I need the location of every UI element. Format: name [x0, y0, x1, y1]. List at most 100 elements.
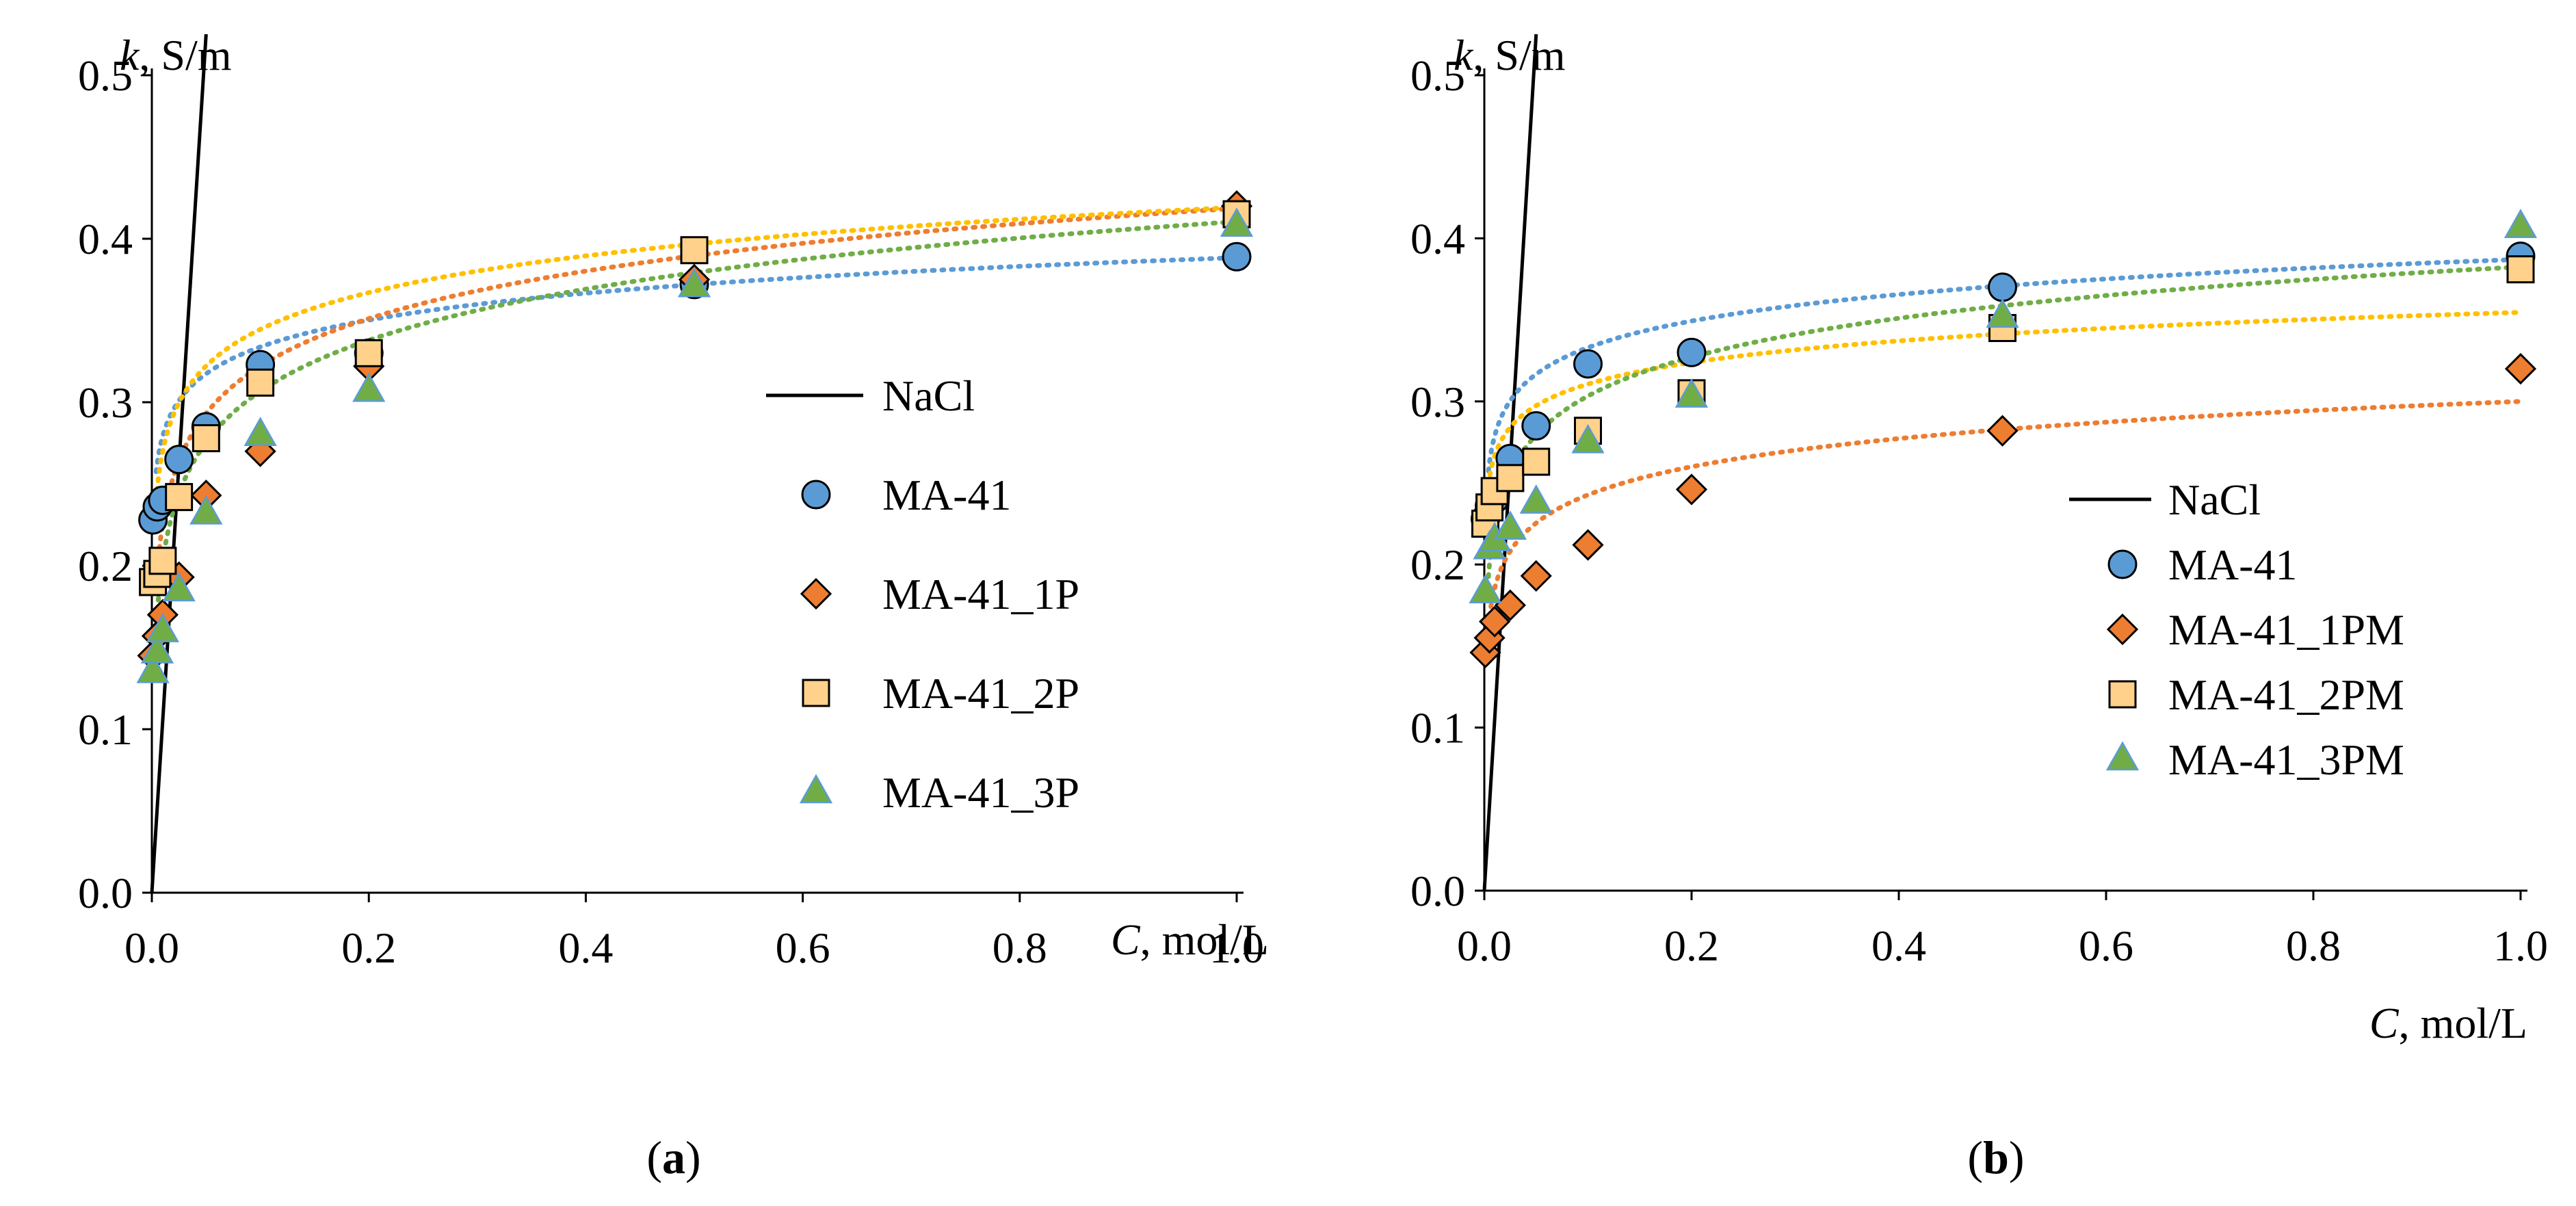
legend: NaCl MA-41 MA-41_1P MA-41_2P MA-41_3P	[766, 371, 1079, 817]
data-point-square	[192, 424, 220, 453]
legend-marker-triangle	[799, 774, 833, 804]
legend-marker-diamond	[800, 577, 832, 610]
x-tick-label: 0.8	[993, 923, 1047, 972]
panel-letter: a	[662, 1131, 685, 1183]
series-ma-41	[1471, 241, 2536, 534]
y-tick-label: 0.0	[78, 869, 133, 917]
x-axis-title: C, mol/L	[2369, 999, 2527, 1047]
data-point-diamond	[1572, 529, 1604, 561]
y-tick-label: 0.2	[78, 542, 133, 590]
data-point-triangle	[1220, 207, 1254, 237]
x-tick-label: 0.2	[1664, 921, 1719, 970]
chart-panel-b: 0.0 0.1 0.2 0.3 0.4 0.5 0.0 0.2 0.4 0.6 0.8 1.0 k, S…	[1410, 31, 2548, 1183]
trendline-ma-41_2p	[153, 205, 1239, 503]
data-point-diamond	[1479, 605, 1511, 638]
data-point-square	[1522, 447, 1551, 476]
data-point-circle	[1988, 272, 2017, 302]
x-axis-unit: , mol/L	[2399, 999, 2527, 1047]
x-tick-label: 1.0	[1209, 923, 1264, 972]
trendline-ma-41_1p	[153, 206, 1239, 589]
data-point-square	[148, 547, 177, 575]
y-tick-label: 0.3	[78, 378, 133, 427]
x-tick-label: 0.4	[558, 923, 613, 972]
data-point-triangle	[677, 267, 711, 298]
legend-label: MA-41_2P	[882, 669, 1079, 718]
legend-label-nacl: NaCl	[882, 371, 975, 420]
x-tick-label: 0.0	[1457, 921, 1512, 970]
legend-label: MA-41_2PM	[2168, 670, 2404, 719]
y-axis-var: k	[120, 31, 140, 79]
data-point-circle	[1521, 411, 1551, 441]
legend-label: MA-41_1P	[882, 570, 1079, 618]
x-tick-label: 0.0	[124, 923, 179, 972]
data-point-square	[246, 368, 275, 397]
trendline-ma-41	[1486, 257, 2523, 473]
y-axis-unit: , S/m	[139, 31, 231, 79]
panel-paren-close: )	[685, 1131, 701, 1183]
legend-marker-square	[802, 679, 830, 707]
data-point-square	[165, 483, 194, 512]
legend-marker-diamond	[2106, 613, 2139, 646]
trendline-ma-41	[153, 255, 1239, 474]
y-tick-label: 0.4	[1410, 214, 1465, 263]
data-point-triangle	[189, 495, 223, 525]
panel-letter: b	[1983, 1131, 2009, 1183]
panel-paren-open: (	[1967, 1131, 1983, 1183]
data-point-triangle	[136, 653, 170, 683]
x-axis-title: C, mol/L	[1111, 915, 1269, 964]
data-point-circle	[164, 445, 194, 475]
series-ma-41_3p	[136, 207, 1254, 683]
data-point-circle	[1573, 349, 1603, 379]
data-point-triangle	[244, 417, 277, 447]
y-axis-var: k	[1454, 31, 1474, 79]
legend-label: MA-41_3PM	[2168, 735, 2404, 784]
data-point-triangle	[1571, 423, 1605, 454]
legend-label: MA-41	[2168, 540, 2297, 589]
y-tick-label: 0.0	[1410, 867, 1465, 915]
x-axis-var: C	[2369, 999, 2400, 1047]
trendline-ma-41_2pm	[1486, 310, 2523, 487]
data-point-square	[680, 236, 709, 265]
data-point-triangle	[1469, 574, 1502, 603]
y-tick-label: 0.1	[78, 705, 133, 754]
panel-paren-open: (	[646, 1131, 662, 1183]
data-point-square	[2506, 255, 2535, 284]
panel-label: (b)	[1967, 1131, 2024, 1183]
legend: NaCl MA-41 MA-41_1PM MA-41_2PM MA-41_3PM	[2069, 475, 2404, 784]
x-tick-label: 0.2	[341, 923, 396, 972]
data-point-circle	[1677, 337, 1707, 367]
series-ma-41_3pm	[1469, 209, 2538, 603]
x-axis-var: C	[1111, 915, 1141, 964]
panel-paren-close: )	[2009, 1131, 2025, 1183]
data-point-diamond	[1494, 589, 1526, 621]
data-point-triangle	[352, 372, 386, 402]
data-point-triangle	[1674, 378, 1709, 408]
data-point-triangle	[1519, 484, 1553, 514]
x-tick-label: 0.6	[2079, 921, 2133, 970]
legend-label: MA-41	[882, 471, 1011, 519]
legend-label: MA-41_1PM	[2168, 605, 2404, 654]
y-tick-label: 0.5	[78, 51, 133, 100]
x-tick-label: 1.0	[2493, 921, 2548, 970]
y-axis-unit: , S/m	[1473, 31, 1565, 79]
series-ma-41_1pm	[1469, 352, 2537, 669]
legend-label-nacl: NaCl	[2168, 475, 2261, 524]
y-tick-label: 0.4	[78, 215, 133, 263]
x-tick-label: 0.6	[776, 923, 830, 972]
y-tick-label: 0.5	[1410, 51, 1465, 100]
data-point-circle	[1222, 241, 1252, 272]
data-point-triangle	[162, 572, 196, 602]
data-point-diamond	[1520, 560, 1552, 592]
legend-marker-triangle	[2105, 741, 2140, 771]
data-point-diamond	[1675, 473, 1708, 506]
x-tick-label: 0.4	[1871, 921, 1926, 970]
y-axis-title: k, S/m	[1454, 31, 1566, 79]
chart-panel-a: 0.0 0.1 0.2 0.3 0.4 0.5 0.0 0.2 0.4 0.6 0.8 1.0 k, S…	[78, 31, 1269, 1183]
data-point-diamond	[2504, 352, 2537, 385]
y-tick-label: 0.1	[1410, 704, 1465, 752]
legend-marker-circle	[801, 480, 831, 510]
data-point-triangle	[146, 613, 180, 642]
legend-marker-circle	[2107, 549, 2138, 579]
